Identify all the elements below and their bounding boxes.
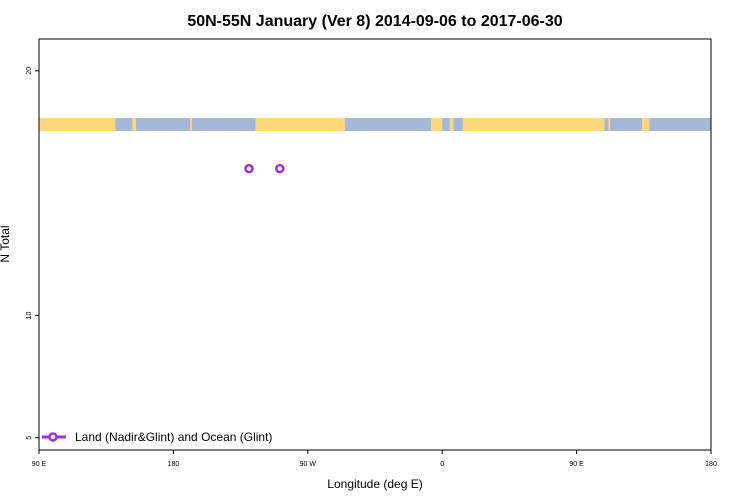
x-axis-title: Longitude (deg E) [327,477,422,491]
land-ocean-strip [39,118,711,131]
land-segment [449,118,454,131]
y-tick-label: 10 [26,311,33,319]
chart-title: 50N-55N January (Ver 8) 2014-09-06 to 20… [187,13,562,30]
y-axis: 5 10 20 [26,67,39,440]
data-points [244,163,285,174]
plot-frame [38,38,712,451]
land-segment [255,118,346,131]
x-tick-label: 90 E [32,461,47,468]
y-tick-label: 5 [26,436,33,440]
legend-marker [48,432,58,442]
land-segment [132,118,137,131]
x-axis: 90 E 180 90 W 0 90 E 180 [32,450,717,468]
x-tick-label: 90 E [569,461,584,468]
land-segment [39,118,116,131]
x-tick-label: 180 [705,461,717,468]
x-tick-label: 0 [440,461,444,468]
data-point [275,163,285,174]
land-segment [462,118,605,131]
y-axis-title: N Total [0,225,12,262]
land-segment [641,118,650,131]
land-segment [608,118,611,131]
x-tick-label: 180 [168,461,180,468]
data-point [244,163,254,174]
legend-label: Land (Nadir&Glint) and Ocean (Glint) [75,430,272,444]
land-segment [431,118,443,131]
x-tick-label: 90 W [300,461,317,468]
ocean-band [39,118,711,131]
y-tick-label: 20 [26,67,33,75]
land-segment [190,118,193,131]
legend: Land (Nadir&Glint) and Ocean (Glint) [42,430,272,444]
